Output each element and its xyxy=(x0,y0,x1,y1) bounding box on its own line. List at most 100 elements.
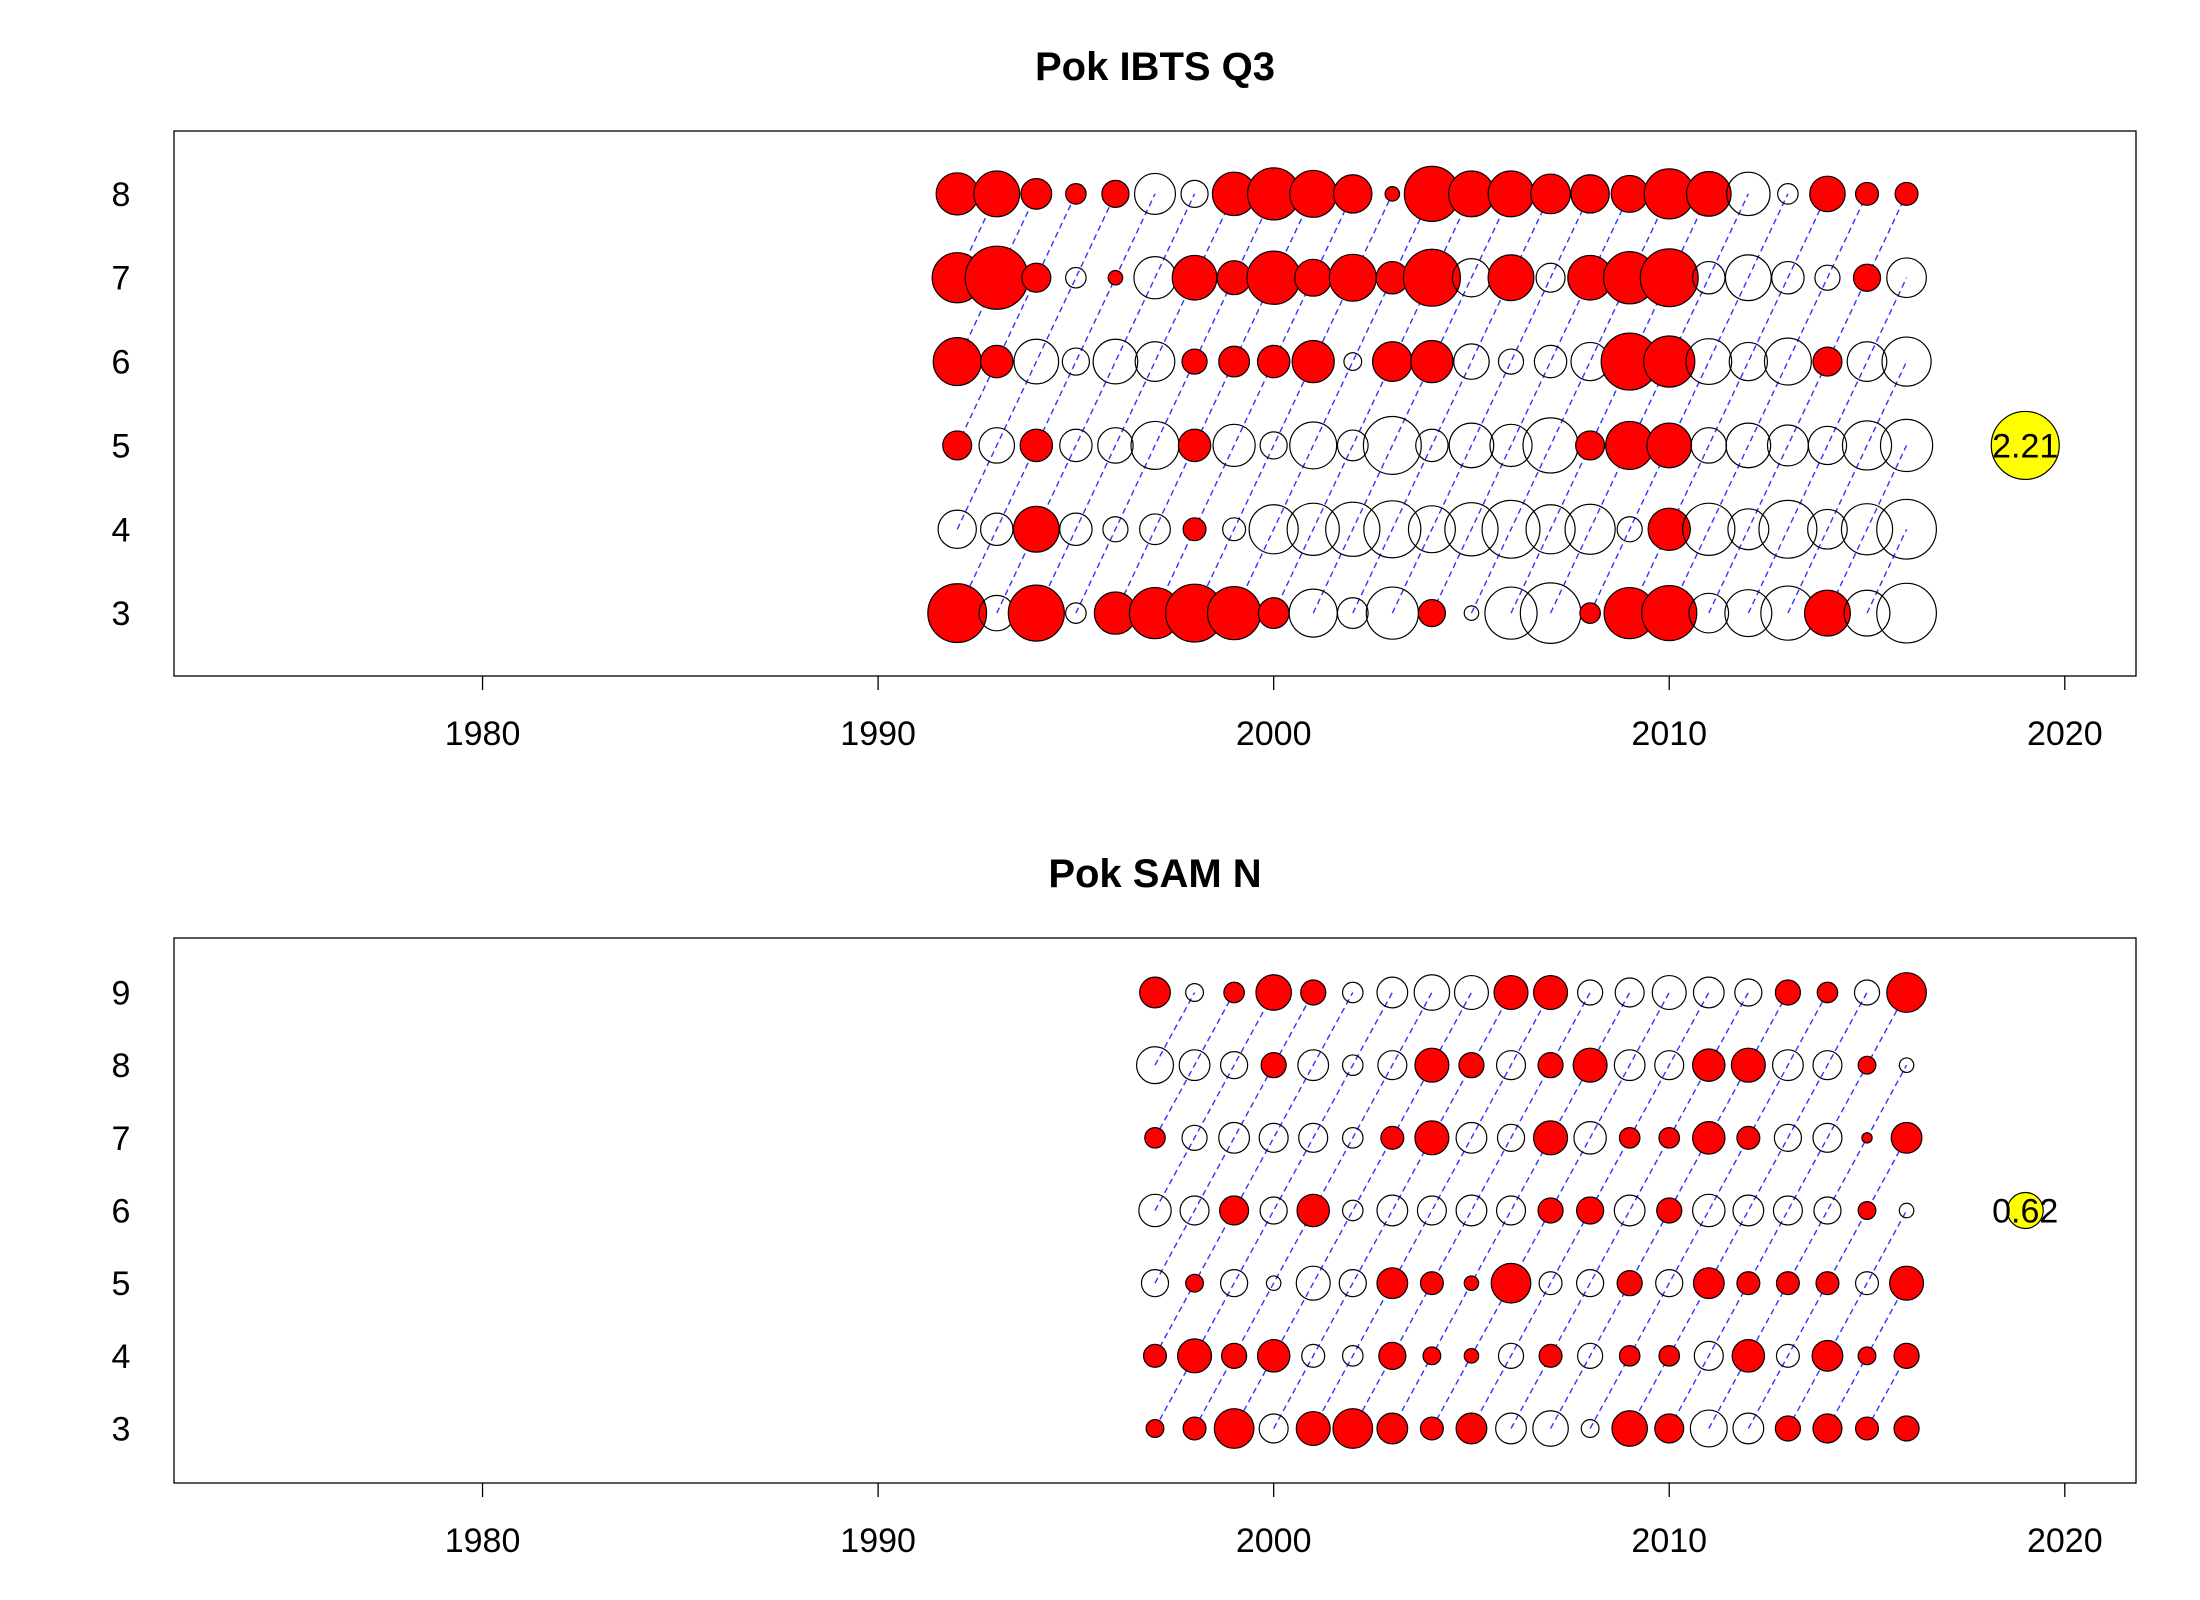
negative-residual-bubble xyxy=(1341,1054,1364,1076)
positive-residual-bubble xyxy=(1371,341,1413,382)
positive-residual-bubble xyxy=(1894,181,1919,206)
positive-residual-bubble xyxy=(1246,250,1301,305)
positive-residual-bubble xyxy=(1533,1120,1569,1156)
negative-residual-bubble xyxy=(1065,266,1087,289)
negative-residual-bubble xyxy=(1727,508,1770,551)
positive-residual-bubble xyxy=(1647,507,1691,551)
positive-residual-bubble xyxy=(1223,981,1245,1004)
positive-residual-bubble xyxy=(1291,339,1335,384)
positive-residual-bubble xyxy=(1414,1047,1450,1083)
positive-residual-bubble xyxy=(927,583,988,644)
negative-residual-bubble xyxy=(1212,423,1256,468)
positive-residual-bubble xyxy=(1206,585,1262,641)
positive-residual-bubble xyxy=(935,172,979,216)
positive-residual-bubble xyxy=(1410,339,1454,384)
cohort-line xyxy=(1154,992,1235,1139)
negative-residual-bubble xyxy=(1758,499,1818,559)
cohort-line xyxy=(1233,193,1433,614)
negative-residual-bubble xyxy=(1341,1199,1364,1222)
positive-residual-bubble xyxy=(1171,254,1218,301)
negative-residual-bubble xyxy=(1616,516,1643,543)
positive-residual-bubble xyxy=(942,430,973,461)
positive-residual-bubble xyxy=(1455,1412,1488,1445)
negative-residual-bubble xyxy=(1813,1196,1842,1225)
negative-residual-bubble xyxy=(1376,976,1409,1009)
positive-residual-bubble xyxy=(1177,428,1212,463)
positive-residual-bubble xyxy=(1107,269,1124,286)
negative-residual-bubble xyxy=(1484,586,1538,640)
positive-residual-bubble xyxy=(1809,175,1846,213)
y-tick-label: 4 xyxy=(112,511,131,549)
positive-residual-bubble xyxy=(1537,1052,1564,1079)
positive-residual-bubble xyxy=(1570,174,1610,214)
negative-residual-bubble xyxy=(1265,1275,1282,1291)
positive-residual-bubble xyxy=(1260,1052,1287,1079)
negative-residual-bubble xyxy=(1726,171,1771,217)
positive-residual-bubble xyxy=(1572,1047,1608,1083)
positive-residual-bubble xyxy=(1857,1201,1877,1220)
negative-residual-bubble xyxy=(1812,1050,1843,1081)
negative-residual-bubble xyxy=(1876,582,1937,644)
negative-residual-bubble xyxy=(1135,1046,1175,1085)
positive-residual-bubble xyxy=(1294,258,1333,297)
positive-residual-bubble xyxy=(1575,430,1606,461)
negative-residual-bubble xyxy=(1613,1194,1646,1227)
y-tick-label: 5 xyxy=(112,1265,131,1303)
negative-residual-bubble xyxy=(1535,262,1566,293)
cohort-line xyxy=(1154,992,1196,1066)
negative-residual-bubble xyxy=(937,509,977,550)
positive-residual-bubble xyxy=(1490,1262,1532,1304)
positive-residual-bubble xyxy=(1145,1419,1165,1438)
negative-residual-bubble xyxy=(1519,582,1582,644)
negative-residual-bubble xyxy=(1415,428,1449,463)
positive-residual-bubble xyxy=(1300,979,1327,1006)
positive-residual-bubble xyxy=(1419,1416,1444,1441)
x-tick-label: 2000 xyxy=(1236,1522,1312,1560)
y-tick-label: 9 xyxy=(112,975,131,1013)
negative-residual-bubble xyxy=(1763,337,1812,386)
positive-residual-bubble xyxy=(1220,1342,1248,1369)
positive-residual-bubble xyxy=(1182,1416,1207,1441)
positive-residual-bubble xyxy=(1295,1410,1331,1447)
positive-residual-bubble xyxy=(1774,979,1802,1006)
cohort-line xyxy=(996,193,1196,614)
positive-residual-bubble xyxy=(964,245,1029,310)
negative-residual-bubble xyxy=(1533,344,1568,379)
y-tick-label: 8 xyxy=(112,176,131,214)
negative-residual-bubble xyxy=(1455,1121,1488,1154)
positive-residual-bubble xyxy=(1380,1125,1405,1150)
positive-residual-bubble xyxy=(1376,1412,1409,1445)
negative-residual-bubble xyxy=(1297,1049,1330,1082)
negative-residual-bubble xyxy=(1692,976,1725,1009)
y-tick-label: 4 xyxy=(112,1338,131,1376)
cohort-line xyxy=(1708,1064,1908,1429)
positive-residual-bubble xyxy=(1816,981,1839,1004)
negative-residual-bubble xyxy=(1134,341,1176,382)
negative-residual-bubble xyxy=(1336,597,1369,630)
x-tick-label: 2000 xyxy=(1236,715,1312,753)
cohort-line xyxy=(1747,277,1908,614)
cohort-line xyxy=(1470,992,1710,1429)
negative-residual-bubble xyxy=(1286,502,1340,556)
x-tick-label: 2020 xyxy=(2027,715,2103,753)
positive-residual-bubble xyxy=(932,336,982,387)
positive-residual-bubble xyxy=(1611,1410,1648,1447)
negative-residual-bubble xyxy=(1853,979,1881,1006)
positive-residual-bubble xyxy=(1419,1271,1444,1296)
positive-residual-bubble xyxy=(1289,169,1338,218)
negative-residual-bubble xyxy=(1362,415,1422,475)
negative-residual-bubble xyxy=(1180,179,1209,209)
cohort-line xyxy=(1035,193,1235,614)
positive-residual-bubble xyxy=(1414,1120,1450,1156)
positive-residual-bubble xyxy=(1019,428,1054,463)
negative-residual-bubble xyxy=(1178,1049,1211,1082)
negative-residual-bubble xyxy=(1325,501,1381,557)
negative-residual-bubble xyxy=(1734,978,1763,1007)
positive-residual-bubble xyxy=(1811,1339,1844,1372)
positive-residual-bubble xyxy=(1142,1343,1168,1368)
negative-residual-bubble xyxy=(1295,1265,1331,1301)
negative-residual-bubble xyxy=(1614,977,1645,1008)
positive-residual-bubble xyxy=(1889,1265,1925,1301)
panel-title: Pok IBTS Q3 xyxy=(1035,45,1275,89)
